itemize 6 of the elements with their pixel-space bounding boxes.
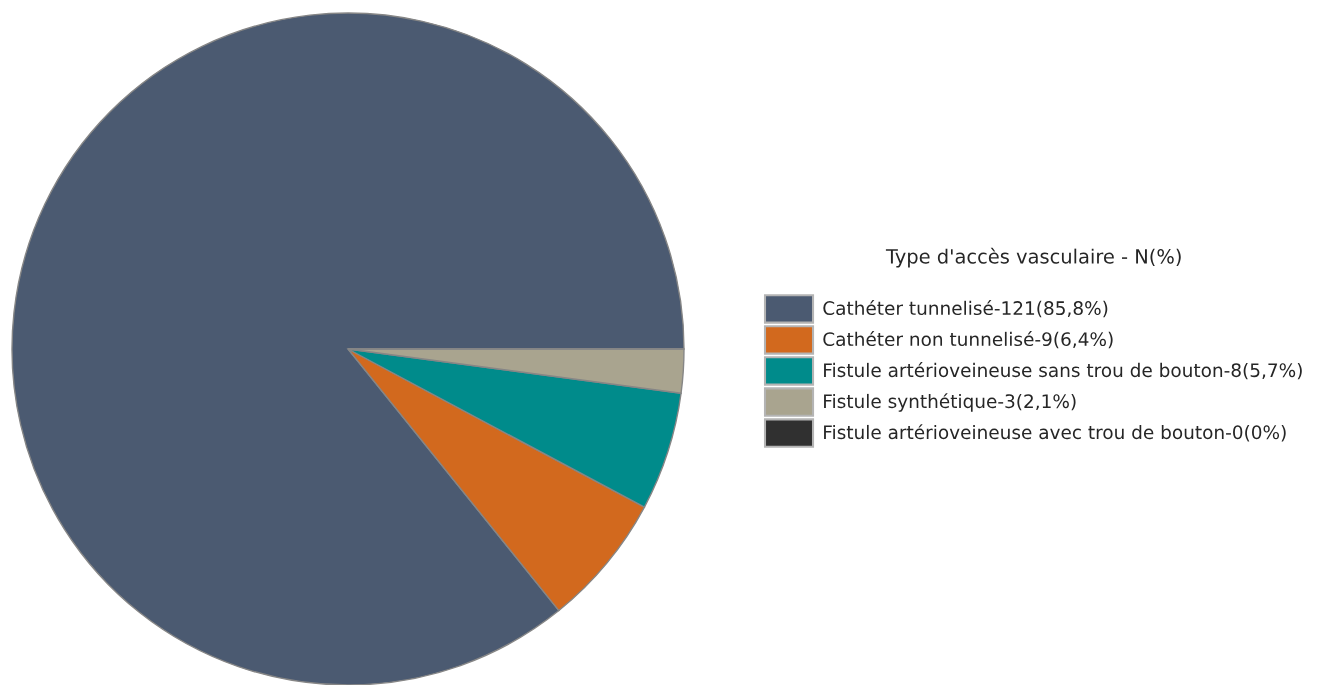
legend-label: Fistule artérioveineuse sans trou de bouton-8(5,7%) xyxy=(824,362,1302,380)
legend-title: Type d'accès vasculaire - N(%) xyxy=(885,247,1181,268)
legend-label: Cathéter tunnelisé-121(85,8%) xyxy=(823,300,1108,318)
legend-label: Cathéter non tunnelisé-9(6,4%) xyxy=(823,331,1113,349)
legend-label: Fistule synthétique-3(2,1%) xyxy=(824,393,1076,412)
legend-label: Fistule artérioveineuse avec trou de bouton-0(0%) xyxy=(824,424,1286,442)
